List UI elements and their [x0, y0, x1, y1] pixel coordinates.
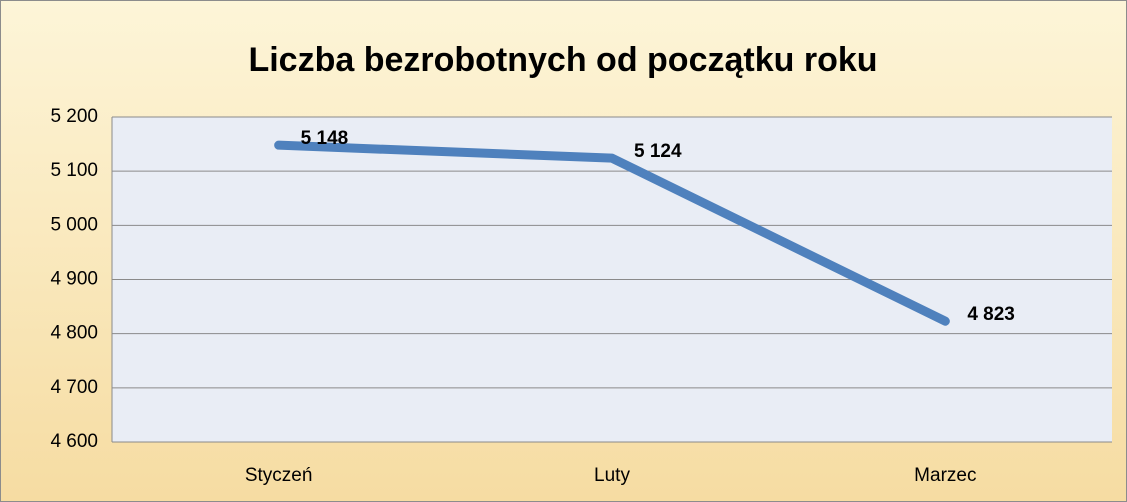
y-tick-label: 4 600 — [50, 431, 98, 452]
x-tick-label: Styczeń — [245, 465, 313, 486]
chart-title: Liczba bezrobotnych od początku roku — [248, 41, 877, 79]
data-label: 4 823 — [967, 304, 1015, 325]
x-tick-label: Marzec — [914, 465, 976, 486]
x-tick-label: Luty — [594, 465, 630, 486]
data-label: 5 124 — [634, 141, 682, 162]
y-tick-label: 5 100 — [50, 160, 98, 181]
y-tick-label: 4 800 — [50, 323, 98, 344]
data-label: 5 148 — [301, 128, 349, 149]
y-tick-label: 5 200 — [50, 106, 98, 127]
line — [274, 140, 950, 326]
y-tick-label: 5 000 — [50, 214, 98, 235]
y-tick-label: 4 900 — [50, 269, 98, 290]
y-tick-label: 4 700 — [50, 377, 98, 398]
